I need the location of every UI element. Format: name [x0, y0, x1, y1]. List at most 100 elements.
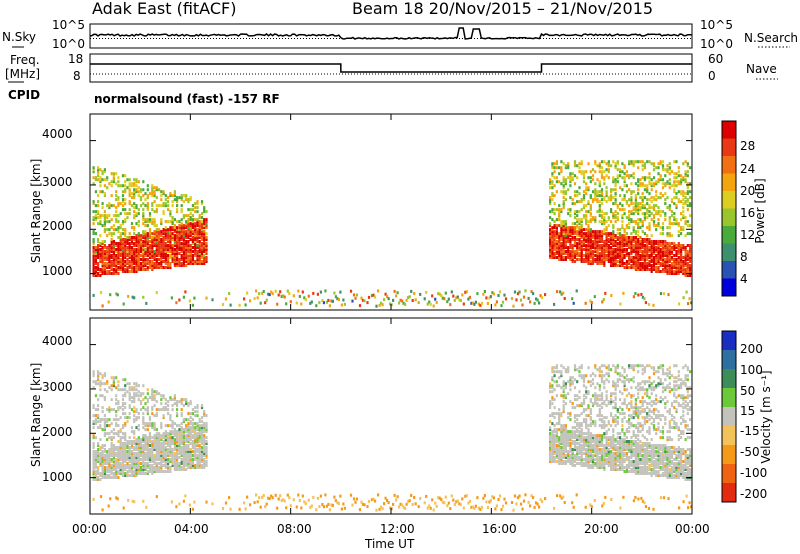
power-cell [589, 218, 592, 222]
power-cell [160, 264, 163, 267]
velocity-cell [580, 460, 583, 463]
power-cell [189, 232, 192, 236]
velocity-cell [142, 392, 145, 396]
power-cell [121, 240, 125, 243]
power-cell [171, 216, 174, 220]
velocity-cell [203, 460, 206, 463]
velocity-cell [562, 442, 565, 445]
power-cell [646, 242, 649, 245]
velocity-cell [106, 418, 109, 422]
power-cell [637, 254, 640, 257]
velocity-cell [151, 412, 154, 416]
power-cell [591, 254, 595, 257]
power-cell [623, 230, 626, 234]
velocity-cell [587, 404, 590, 408]
velocity-cell [158, 444, 161, 447]
velocity-cell [564, 426, 567, 430]
velocity-cell [121, 404, 125, 408]
power-cell [560, 230, 563, 234]
power-cell [661, 264, 665, 267]
power-cell [684, 180, 687, 184]
power-cell [92, 182, 95, 186]
power-cell [187, 228, 190, 232]
velocity-cell [200, 464, 204, 467]
velocity-cell [558, 384, 561, 388]
power-cell [189, 222, 192, 226]
velocity-cell [101, 454, 104, 457]
power-cell [616, 252, 619, 255]
power-cell [108, 214, 111, 218]
power-cell [182, 248, 185, 251]
power-cell [607, 248, 610, 251]
power-cell [139, 244, 143, 247]
velocity-cell [191, 444, 194, 447]
velocity-cell [203, 442, 206, 445]
power-cell [108, 206, 111, 210]
power-cell [121, 262, 125, 265]
velocity-cell [133, 394, 136, 398]
power-cell [641, 212, 644, 216]
power-cell [124, 234, 127, 238]
power-cell [100, 291, 103, 295]
power-cell [270, 290, 273, 294]
power-cell [664, 218, 667, 222]
velocity-cell [121, 436, 125, 440]
power-cell [249, 299, 252, 303]
power-cell [128, 184, 131, 188]
velocity-cell [119, 452, 122, 455]
power-cell [668, 220, 671, 224]
power-cell [97, 168, 100, 172]
power-cell [680, 232, 683, 236]
power-cell [108, 244, 111, 247]
power-cell [189, 228, 192, 232]
power-cell [621, 188, 624, 192]
power-cell [686, 182, 689, 186]
power-cell [549, 236, 552, 239]
power-cell [569, 184, 572, 188]
velocity-cell [580, 428, 583, 432]
velocity-cell [553, 448, 556, 451]
velocity-cell [176, 454, 179, 457]
power-cell [162, 250, 165, 253]
power-cell [664, 260, 667, 263]
power-cell [94, 258, 97, 261]
power-cell [591, 232, 595, 236]
power-cell [614, 242, 617, 245]
power-cell [630, 240, 633, 243]
power-cell [139, 266, 143, 269]
power-cell [670, 184, 674, 188]
power-cell [594, 196, 597, 200]
power-cell [666, 232, 669, 236]
velocity-cell [162, 458, 165, 461]
velocity-cell [144, 452, 147, 455]
power-cell [155, 230, 158, 234]
power-cell [194, 218, 197, 222]
velocity-cell [101, 472, 104, 475]
power-cell [551, 234, 554, 238]
power-cell [589, 170, 592, 174]
power-cell [643, 196, 646, 200]
velocity-cell [92, 472, 95, 475]
power-cell [187, 256, 190, 259]
velocity-cell [128, 388, 131, 392]
velocity-cell [97, 420, 100, 424]
power-cell [641, 268, 644, 271]
power-cell [576, 232, 579, 236]
velocity-cell [117, 408, 120, 412]
velocity-cell [106, 476, 109, 479]
velocity-cell [128, 460, 131, 463]
power-cell [187, 242, 190, 245]
power-cell [164, 248, 167, 251]
power-cell [288, 292, 291, 296]
power-cell [92, 246, 95, 249]
power-cell [551, 208, 554, 212]
power-cell [187, 258, 190, 261]
velocity-cell [558, 428, 561, 432]
power-cell [139, 198, 143, 202]
power-cell [180, 236, 183, 239]
velocity-cell [103, 372, 106, 376]
power-cell [117, 250, 120, 253]
power-cell [139, 254, 143, 257]
power-cell [130, 256, 134, 259]
power-cell [146, 266, 149, 269]
